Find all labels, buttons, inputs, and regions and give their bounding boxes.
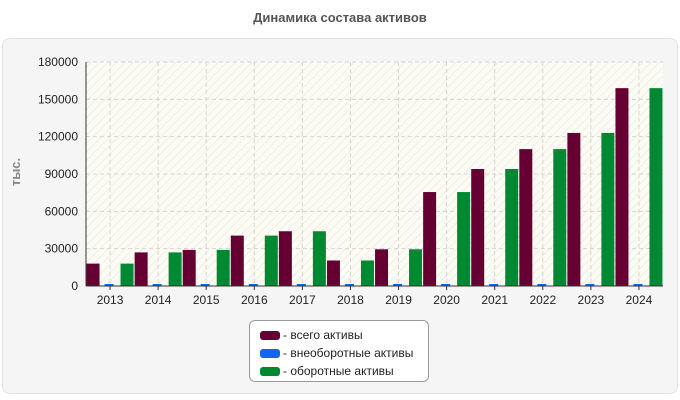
gridlines [86, 61, 663, 286]
x-tick-label: 2015 [193, 293, 220, 307]
bar-total [471, 169, 485, 286]
legend-label-total: - всего активы [283, 328, 363, 342]
axes [85, 62, 663, 290]
x-tick-label: 2013 [97, 293, 124, 307]
bar-current [601, 132, 615, 286]
bar-total [230, 235, 244, 286]
legend-item-total: - всего активы [260, 326, 428, 344]
bar-current [264, 235, 278, 286]
bar-total [86, 263, 100, 286]
tick-labels: 0 30000 60000 90000 120000 150000 180000 2013 20… [38, 55, 653, 307]
bar-current [457, 192, 471, 286]
bar-total [423, 192, 437, 286]
y-axis-label: тыс. [8, 158, 23, 186]
bar-total [326, 260, 340, 286]
x-tick-label: 2019 [385, 293, 412, 307]
bar-total [182, 249, 196, 286]
y-tick-label: 150000 [38, 92, 78, 106]
bar-current [168, 252, 182, 286]
bar-noncurrent [200, 284, 210, 286]
x-tick-label: 2023 [578, 293, 605, 307]
bar-noncurrent [537, 284, 547, 286]
x-tick-label: 2020 [433, 293, 460, 307]
legend-label-noncurrent: - внеоборотные активы [283, 346, 414, 360]
bar-current [409, 249, 423, 286]
bar-current [312, 231, 326, 286]
bar-current [360, 260, 374, 286]
bar-total [375, 249, 389, 286]
y-tick-label: 180000 [38, 55, 78, 69]
x-tick-label: 2018 [337, 293, 364, 307]
legend-item-noncurrent: - внеоборотные активы [260, 344, 428, 362]
x-tick-label: 2017 [289, 293, 316, 307]
bar-total [134, 252, 148, 286]
bar-noncurrent [393, 284, 403, 286]
bar-total [278, 231, 292, 286]
legend-item-current: - оборотные активы [260, 362, 428, 380]
bar-noncurrent [344, 284, 354, 286]
bar-noncurrent [585, 284, 595, 286]
bar-total [567, 132, 581, 286]
y-tick-label: 120000 [38, 130, 78, 144]
bars [86, 88, 663, 286]
bar-current [649, 88, 663, 286]
legend-swatch-total [260, 330, 280, 340]
bar-total [615, 88, 629, 286]
bar-noncurrent [489, 284, 499, 286]
x-tick-label: 2021 [481, 293, 508, 307]
bar-current [505, 169, 519, 286]
legend: - всего активы - внеоборотные активы - о… [249, 320, 429, 382]
x-tick-label: 2014 [145, 293, 172, 307]
x-tick-label: 2022 [529, 293, 556, 307]
bar-current [553, 149, 567, 286]
x-tick-label: 2016 [241, 293, 268, 307]
x-tick-label: 2024 [626, 293, 653, 307]
chart-title: Динамика состава активов [253, 10, 427, 25]
y-tick-label: 90000 [45, 167, 79, 181]
bar-noncurrent [104, 284, 114, 286]
bar-noncurrent [296, 284, 306, 286]
y-tick-label: 60000 [45, 204, 79, 218]
y-tick-label: 30000 [45, 242, 79, 256]
bar-noncurrent [152, 284, 162, 286]
legend-swatch-noncurrent [260, 348, 280, 358]
bar-noncurrent [248, 284, 258, 286]
y-tick-label: 0 [71, 279, 78, 293]
bar-noncurrent [441, 284, 451, 286]
bar-noncurrent [633, 284, 643, 286]
bar-current [120, 263, 134, 286]
legend-label-current: - оборотные активы [283, 364, 394, 378]
legend-swatch-current [260, 366, 280, 376]
bar-total [519, 149, 533, 286]
bar-current [216, 249, 230, 286]
